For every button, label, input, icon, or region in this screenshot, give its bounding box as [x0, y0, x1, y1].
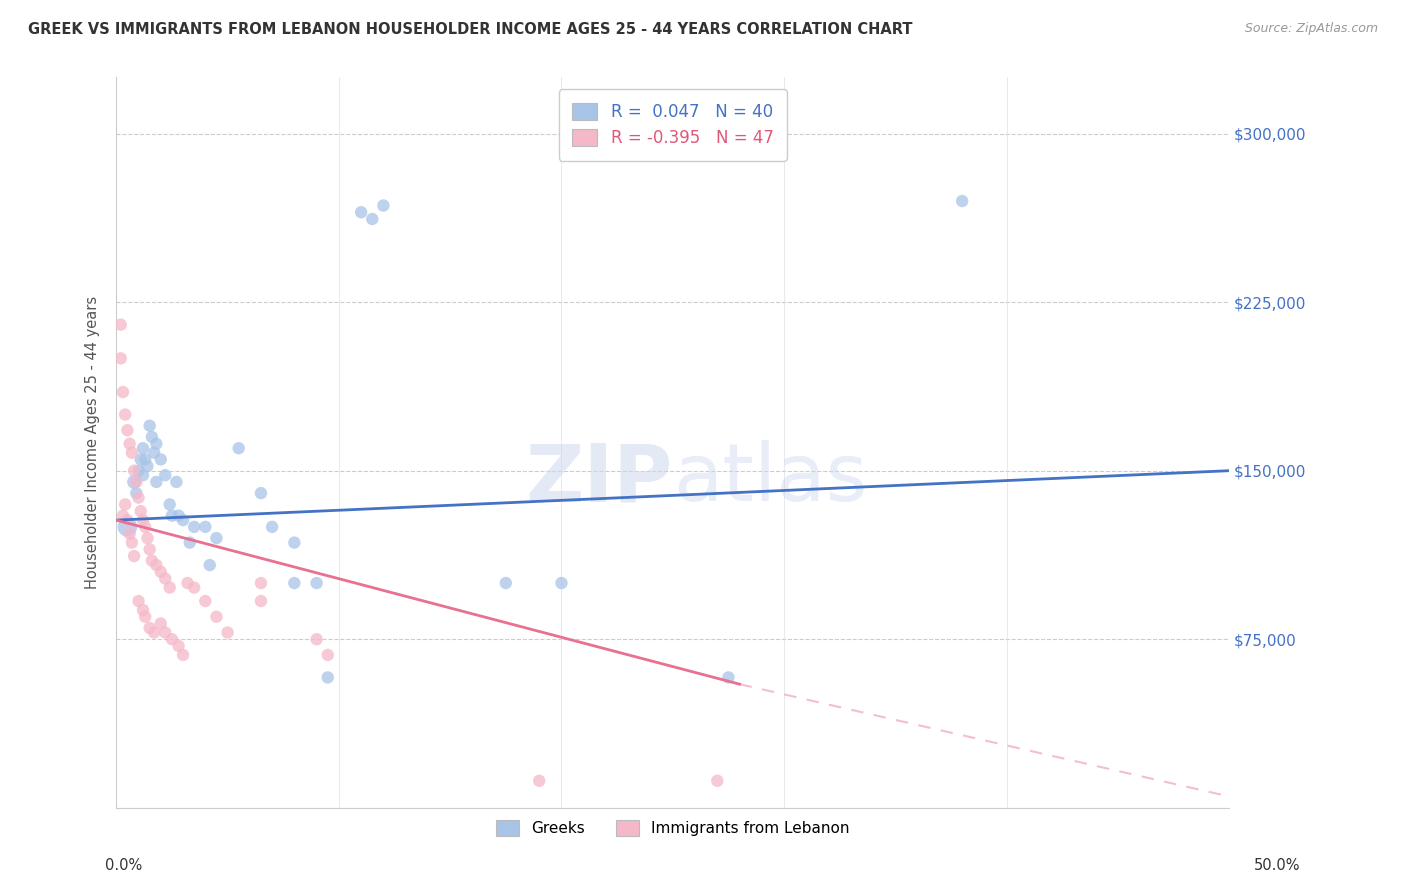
Point	[529, 773, 551, 788]
Point	[250, 486, 273, 500]
Point	[138, 542, 160, 557]
Point	[217, 625, 239, 640]
Point	[155, 468, 177, 483]
Point	[141, 553, 163, 567]
Point	[950, 194, 973, 208]
Point	[128, 464, 150, 478]
Y-axis label: Householder Income Ages 25 - 44 years: Householder Income Ages 25 - 44 years	[86, 296, 100, 589]
Point	[262, 520, 284, 534]
Point	[706, 773, 728, 788]
Point	[179, 535, 201, 549]
Point	[114, 497, 136, 511]
Point	[111, 385, 134, 400]
Text: atlas: atlas	[673, 440, 868, 518]
Point	[136, 459, 159, 474]
Point	[361, 212, 384, 227]
Point	[316, 670, 339, 684]
Point	[134, 452, 156, 467]
Point	[183, 520, 205, 534]
Point	[550, 576, 572, 591]
Point	[167, 508, 190, 523]
Point	[128, 491, 150, 505]
Point	[129, 452, 152, 467]
Point	[129, 504, 152, 518]
Point	[172, 648, 194, 662]
Point	[143, 625, 166, 640]
Point	[283, 535, 305, 549]
Point	[141, 430, 163, 444]
Point	[155, 625, 177, 640]
Point	[160, 632, 183, 647]
Point	[121, 535, 143, 549]
Point	[194, 520, 217, 534]
Point	[159, 497, 181, 511]
Point	[194, 594, 217, 608]
Point	[132, 603, 155, 617]
Point	[717, 670, 740, 684]
Point	[350, 205, 373, 219]
Point	[118, 526, 141, 541]
Text: 0.0%: 0.0%	[105, 858, 142, 872]
Point	[205, 531, 228, 545]
Point	[122, 549, 145, 563]
Point	[117, 423, 139, 437]
Point	[132, 468, 155, 483]
Point	[165, 475, 187, 489]
Point	[136, 531, 159, 545]
Point	[160, 508, 183, 523]
Text: Source: ZipAtlas.com: Source: ZipAtlas.com	[1244, 22, 1378, 36]
Point	[305, 632, 328, 647]
Point	[149, 616, 172, 631]
Point	[110, 318, 132, 332]
Point	[125, 486, 148, 500]
Point	[132, 441, 155, 455]
Text: ZIP: ZIP	[526, 440, 673, 518]
Point	[125, 475, 148, 489]
Point	[172, 513, 194, 527]
Point	[149, 452, 172, 467]
Point	[121, 446, 143, 460]
Point	[305, 576, 328, 591]
Point	[205, 609, 228, 624]
Point	[134, 609, 156, 624]
Point	[167, 639, 190, 653]
Point	[198, 558, 221, 572]
Point	[228, 441, 250, 455]
Point	[495, 576, 517, 591]
Point	[114, 408, 136, 422]
Point	[138, 621, 160, 635]
Point	[134, 520, 156, 534]
Text: 50.0%: 50.0%	[1254, 858, 1301, 872]
Point	[132, 513, 155, 527]
Point	[149, 565, 172, 579]
Point	[145, 558, 167, 572]
Point	[145, 436, 167, 450]
Legend: Greeks, Immigrants from Lebanon: Greeks, Immigrants from Lebanon	[489, 813, 856, 844]
Point	[110, 351, 132, 366]
Point	[373, 198, 395, 212]
Point	[128, 594, 150, 608]
Point	[145, 475, 167, 489]
Point	[316, 648, 339, 662]
Point	[117, 513, 139, 527]
Point	[250, 576, 273, 591]
Point	[250, 594, 273, 608]
Point	[122, 475, 145, 489]
Point	[159, 581, 181, 595]
Point	[117, 520, 139, 534]
Point	[111, 508, 134, 523]
Point	[283, 576, 305, 591]
Point	[143, 446, 166, 460]
Point	[122, 464, 145, 478]
Point	[138, 418, 160, 433]
Point	[118, 436, 141, 450]
Point	[176, 576, 198, 591]
Point	[155, 572, 177, 586]
Text: GREEK VS IMMIGRANTS FROM LEBANON HOUSEHOLDER INCOME AGES 25 - 44 YEARS CORRELATI: GREEK VS IMMIGRANTS FROM LEBANON HOUSEHO…	[28, 22, 912, 37]
Point	[183, 581, 205, 595]
